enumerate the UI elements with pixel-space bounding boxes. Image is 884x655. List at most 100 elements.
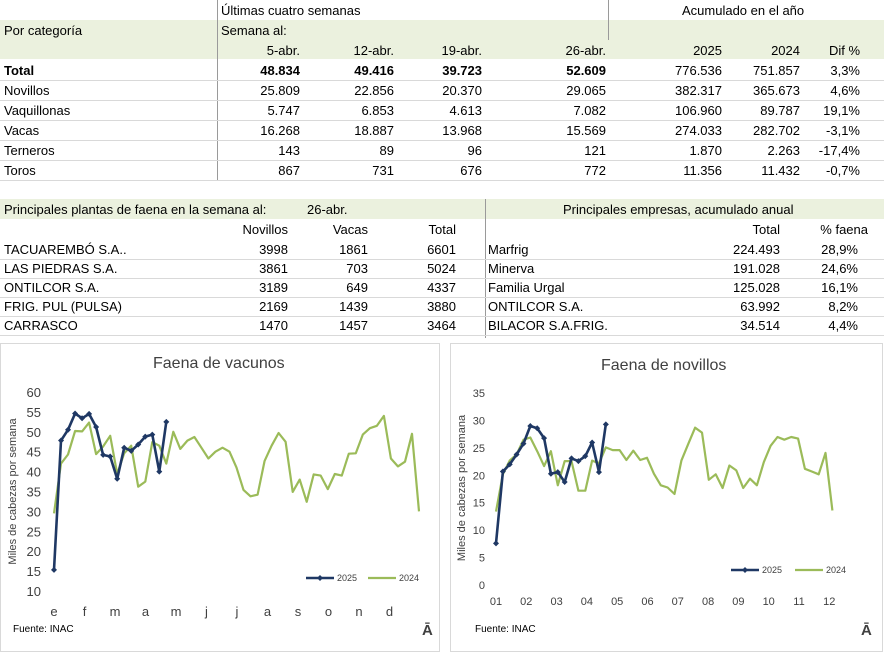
company-name: Marfrig	[488, 242, 529, 257]
row-divider	[0, 100, 884, 101]
plant-cell: 2169	[259, 299, 288, 314]
summary-cell: 5.747	[267, 103, 300, 118]
x-tick-label: 02	[520, 596, 532, 608]
column-header: 19-abr.	[441, 43, 482, 58]
x-tick-label: 10	[763, 596, 775, 608]
summary-cell: -0,7%	[826, 163, 860, 178]
legend-label: 2024	[399, 573, 419, 583]
company-cell: 224.493	[733, 242, 780, 257]
x-tick-label: a	[142, 604, 150, 619]
x-tick-label: a	[264, 604, 272, 619]
data-point	[107, 453, 114, 460]
summary-cell: 4.613	[449, 103, 482, 118]
plant-name: CARRASCO	[4, 318, 78, 333]
data-point	[499, 468, 506, 475]
annual-header: Acumulado en el año	[682, 3, 805, 18]
row-divider	[0, 180, 884, 181]
chart-title: Faena de vacunos	[153, 355, 285, 372]
y-tick-label: 15	[27, 564, 41, 579]
summary-cell: 89	[379, 143, 394, 158]
weeks-header: Últimas cuatro semanas	[221, 3, 361, 18]
data-point	[149, 431, 156, 438]
y-axis-title: Miles de cabezas por semana	[456, 414, 468, 561]
plant-cell: 1439	[339, 299, 368, 314]
summary-cell: 96	[467, 143, 482, 158]
y-tick-label: 5	[479, 553, 485, 565]
plant-name: TACUAREMBÓ S.A..	[4, 242, 127, 257]
y-tick-label: 45	[27, 445, 41, 460]
plant-cell: 3880	[427, 299, 456, 314]
legend-label: 2025	[337, 573, 357, 583]
category-name: Novillos	[4, 83, 50, 98]
y-tick-label: 0	[479, 580, 485, 592]
summary-cell: 16.268	[260, 123, 300, 138]
row-divider	[0, 316, 884, 317]
company-name: ONTILCOR S.A.	[488, 299, 584, 314]
company-cell: 16,1%	[821, 280, 858, 295]
company-cell: 4,4%	[828, 318, 858, 333]
data-point	[575, 458, 582, 465]
data-point	[72, 410, 79, 417]
row-divider	[0, 80, 884, 81]
summary-cell: 19,1%	[823, 103, 860, 118]
y-tick-label: 30	[473, 415, 485, 427]
summary-cell: 121	[584, 143, 606, 158]
company-cell: 63.992	[740, 299, 780, 314]
row-divider	[0, 297, 884, 298]
summary-cell: 282.702	[753, 123, 800, 138]
plant-name: ONTILCOR S.A.	[4, 280, 100, 295]
y-tick-label: 35	[27, 485, 41, 500]
y-tick-label: 50	[27, 425, 41, 440]
company-name: BILACOR S.A.FRIG.	[488, 318, 608, 333]
y-axis-title: Miles de cabezas por semana	[7, 418, 19, 565]
series-line-2025	[494, 424, 608, 544]
data-point	[547, 470, 554, 477]
data-point	[541, 435, 548, 442]
y-tick-label: 15	[473, 498, 485, 510]
legend-label: 2024	[826, 565, 846, 575]
data-point	[568, 455, 575, 462]
x-tick-label: 07	[672, 596, 684, 608]
data-point	[58, 437, 65, 444]
y-tick-label: 35	[473, 388, 485, 400]
summary-cell: 20.370	[442, 83, 482, 98]
x-tick-label: j	[204, 604, 208, 619]
plants-column-header: Total	[428, 222, 456, 237]
category-name: Vaquillonas	[4, 103, 71, 118]
vacunos-chart-panel: Faena de vacunos 10 15 20 25 30 35 40 45 50 55 60 M…	[0, 343, 440, 652]
plants-date: 26-abr.	[307, 202, 348, 217]
summary-cell: 2.263	[767, 143, 800, 158]
plant-cell: 5024	[427, 261, 456, 276]
data-point	[554, 469, 561, 476]
summary-cell: 676	[460, 163, 482, 178]
summary-cell: 13.968	[442, 123, 482, 138]
row-divider	[0, 120, 884, 121]
series-line-2024	[52, 414, 421, 514]
data-point	[520, 440, 527, 447]
plant-cell: 1470	[259, 318, 288, 333]
company-cell: 125.028	[733, 280, 780, 295]
summary-cell: -17,4%	[818, 143, 860, 158]
summary-cell: 867	[278, 163, 300, 178]
divider	[485, 199, 486, 338]
x-tick-label: 03	[550, 596, 562, 608]
company-cell: 191.028	[733, 261, 780, 276]
x-tick-label: 06	[641, 596, 653, 608]
summary-cell: 29.065	[566, 83, 606, 98]
chart-title: Faena de novillos	[601, 357, 727, 374]
x-tick-label: j	[235, 604, 239, 619]
y-tick-label: 60	[27, 385, 41, 400]
divider	[217, 0, 218, 180]
y-tick-label: 30	[27, 504, 41, 519]
y-tick-label: 25	[473, 443, 485, 455]
x-tick-label: o	[325, 604, 332, 619]
y-tick-label: 20	[27, 544, 41, 559]
y-tick-label: 10	[473, 525, 485, 537]
footer-mark: Ā	[422, 622, 433, 639]
column-header: Dif %	[828, 43, 860, 58]
column-header: 2024	[771, 43, 800, 58]
summary-cell: 48.834	[260, 63, 300, 78]
data-point	[128, 447, 135, 454]
company-cell: 28,9%	[821, 242, 858, 257]
